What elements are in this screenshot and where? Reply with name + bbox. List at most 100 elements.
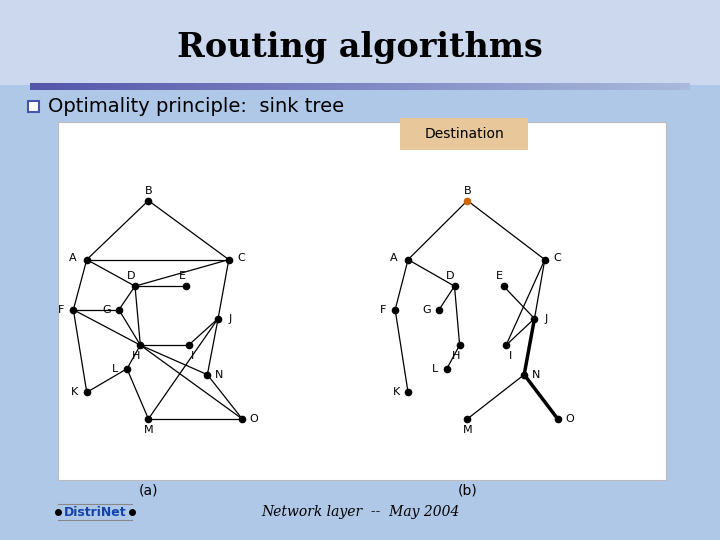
FancyBboxPatch shape	[354, 83, 357, 90]
FancyBboxPatch shape	[410, 83, 413, 90]
FancyBboxPatch shape	[604, 83, 608, 90]
FancyBboxPatch shape	[89, 83, 93, 90]
FancyBboxPatch shape	[135, 83, 139, 90]
FancyBboxPatch shape	[317, 83, 320, 90]
FancyBboxPatch shape	[601, 83, 604, 90]
FancyBboxPatch shape	[218, 83, 222, 90]
Text: H: H	[451, 351, 460, 361]
FancyBboxPatch shape	[568, 83, 572, 90]
FancyBboxPatch shape	[37, 83, 40, 90]
Text: G: G	[103, 305, 111, 315]
Text: Optimality principle:  sink tree: Optimality principle: sink tree	[48, 97, 344, 116]
FancyBboxPatch shape	[426, 83, 430, 90]
FancyBboxPatch shape	[145, 83, 149, 90]
FancyBboxPatch shape	[142, 83, 145, 90]
FancyBboxPatch shape	[522, 83, 525, 90]
FancyBboxPatch shape	[76, 83, 80, 90]
FancyBboxPatch shape	[287, 83, 291, 90]
Text: Destination: Destination	[424, 127, 504, 141]
FancyBboxPatch shape	[406, 83, 410, 90]
Text: E: E	[179, 271, 186, 281]
FancyBboxPatch shape	[30, 83, 34, 90]
FancyBboxPatch shape	[96, 83, 99, 90]
FancyBboxPatch shape	[261, 83, 264, 90]
FancyBboxPatch shape	[525, 83, 528, 90]
FancyBboxPatch shape	[650, 83, 654, 90]
FancyBboxPatch shape	[109, 83, 113, 90]
FancyBboxPatch shape	[208, 83, 212, 90]
FancyBboxPatch shape	[43, 83, 47, 90]
FancyBboxPatch shape	[179, 83, 182, 90]
FancyBboxPatch shape	[271, 83, 274, 90]
FancyBboxPatch shape	[452, 83, 456, 90]
FancyBboxPatch shape	[683, 83, 687, 90]
FancyBboxPatch shape	[40, 83, 43, 90]
FancyBboxPatch shape	[505, 83, 509, 90]
FancyBboxPatch shape	[508, 83, 512, 90]
Text: C: C	[553, 253, 561, 262]
FancyBboxPatch shape	[641, 83, 644, 90]
FancyBboxPatch shape	[492, 83, 495, 90]
FancyBboxPatch shape	[591, 83, 595, 90]
FancyBboxPatch shape	[548, 83, 552, 90]
FancyBboxPatch shape	[28, 101, 39, 112]
FancyBboxPatch shape	[304, 83, 307, 90]
FancyBboxPatch shape	[366, 83, 370, 90]
FancyBboxPatch shape	[644, 83, 647, 90]
FancyBboxPatch shape	[56, 83, 60, 90]
FancyBboxPatch shape	[387, 83, 390, 90]
FancyBboxPatch shape	[383, 83, 387, 90]
FancyBboxPatch shape	[202, 83, 205, 90]
FancyBboxPatch shape	[129, 83, 132, 90]
FancyBboxPatch shape	[166, 83, 168, 90]
FancyBboxPatch shape	[469, 83, 472, 90]
Text: N: N	[215, 370, 223, 380]
FancyBboxPatch shape	[99, 83, 103, 90]
FancyBboxPatch shape	[370, 83, 374, 90]
FancyBboxPatch shape	[314, 83, 318, 90]
FancyBboxPatch shape	[175, 83, 179, 90]
FancyBboxPatch shape	[284, 83, 287, 90]
Text: K: K	[392, 387, 400, 397]
FancyBboxPatch shape	[126, 83, 129, 90]
Text: K: K	[71, 387, 78, 397]
Text: I: I	[191, 351, 194, 361]
FancyBboxPatch shape	[528, 83, 532, 90]
FancyBboxPatch shape	[611, 83, 614, 90]
FancyBboxPatch shape	[535, 83, 539, 90]
FancyBboxPatch shape	[139, 83, 143, 90]
Text: DistriNet: DistriNet	[63, 505, 126, 518]
FancyBboxPatch shape	[482, 83, 485, 90]
FancyBboxPatch shape	[330, 83, 334, 90]
FancyBboxPatch shape	[215, 83, 218, 90]
Text: J: J	[545, 314, 548, 323]
FancyBboxPatch shape	[83, 83, 86, 90]
FancyBboxPatch shape	[251, 83, 255, 90]
FancyBboxPatch shape	[687, 83, 690, 90]
FancyBboxPatch shape	[79, 83, 83, 90]
FancyBboxPatch shape	[241, 83, 245, 90]
FancyBboxPatch shape	[235, 83, 238, 90]
FancyBboxPatch shape	[515, 83, 518, 90]
FancyBboxPatch shape	[670, 83, 674, 90]
Text: A: A	[69, 253, 76, 262]
FancyBboxPatch shape	[294, 83, 297, 90]
FancyBboxPatch shape	[281, 83, 284, 90]
FancyBboxPatch shape	[677, 83, 680, 90]
FancyBboxPatch shape	[212, 83, 215, 90]
FancyBboxPatch shape	[291, 83, 294, 90]
FancyBboxPatch shape	[588, 83, 591, 90]
FancyBboxPatch shape	[416, 83, 420, 90]
FancyBboxPatch shape	[552, 83, 555, 90]
FancyBboxPatch shape	[466, 83, 469, 90]
FancyBboxPatch shape	[198, 83, 202, 90]
FancyBboxPatch shape	[119, 83, 122, 90]
Text: (b): (b)	[457, 483, 477, 497]
FancyBboxPatch shape	[172, 83, 176, 90]
FancyBboxPatch shape	[258, 83, 261, 90]
FancyBboxPatch shape	[456, 83, 459, 90]
Text: F: F	[58, 305, 65, 315]
FancyBboxPatch shape	[396, 83, 400, 90]
FancyBboxPatch shape	[637, 83, 641, 90]
FancyBboxPatch shape	[158, 83, 162, 90]
